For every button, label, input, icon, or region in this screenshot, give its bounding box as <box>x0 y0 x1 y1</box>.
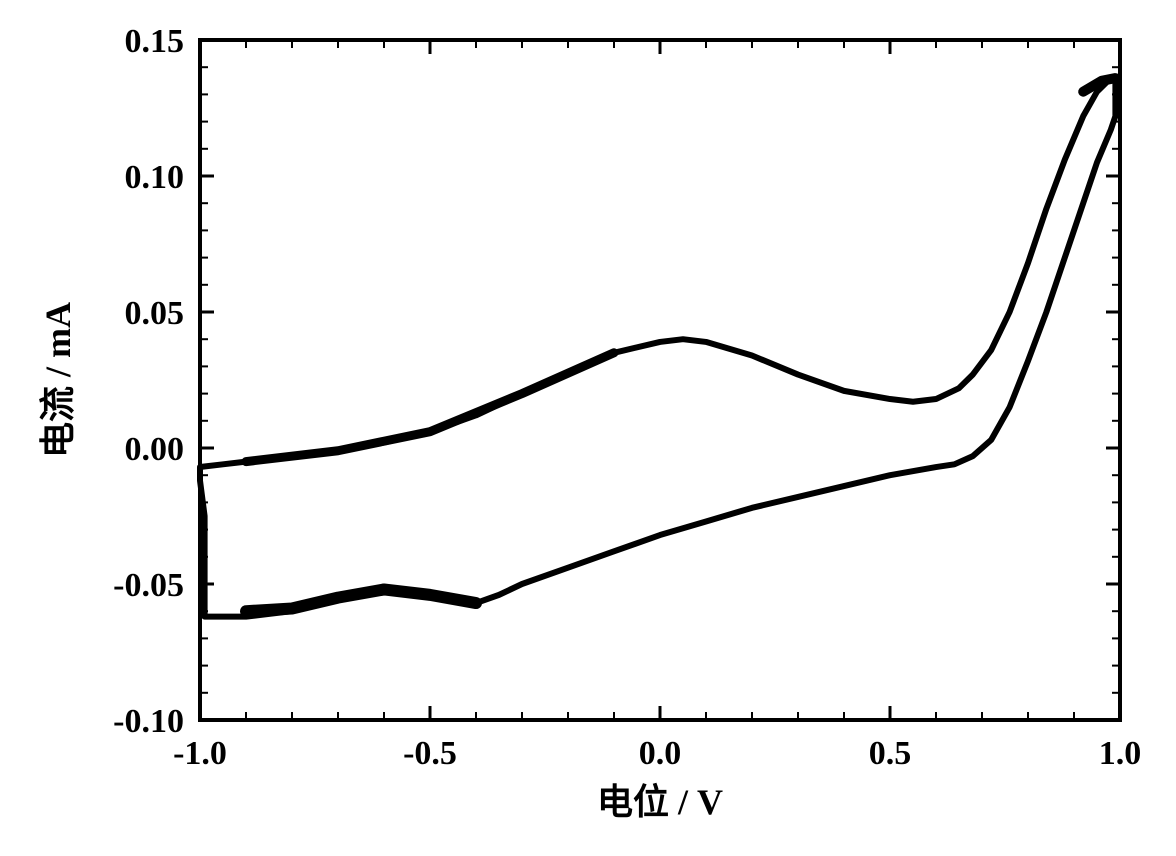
svg-text:0.00: 0.00 <box>125 431 185 468</box>
cv-chart: -1.0 -0.5 0.0 0.5 1.0 -0.10 -0.05 0.00 0.05 0.10 0… <box>0 0 1176 856</box>
svg-text:0.10: 0.10 <box>125 159 185 196</box>
svg-text:-1.0: -1.0 <box>173 735 227 772</box>
svg-text:0.0: 0.0 <box>639 735 682 772</box>
svg-text:1.0: 1.0 <box>1099 735 1142 772</box>
svg-text:0.15: 0.15 <box>125 23 185 60</box>
svg-text:-0.10: -0.10 <box>113 703 184 740</box>
chart-svg: -1.0 -0.5 0.0 0.5 1.0 -0.10 -0.05 0.00 0.05 0.10 0… <box>0 0 1176 856</box>
svg-text:-0.05: -0.05 <box>113 567 184 604</box>
svg-text:-0.5: -0.5 <box>403 735 457 772</box>
y-axis-label: 电流 / mA <box>38 302 78 458</box>
svg-text:0.05: 0.05 <box>125 295 185 332</box>
x-axis-label: 电位 / V <box>597 782 723 822</box>
svg-text:0.5: 0.5 <box>869 735 912 772</box>
